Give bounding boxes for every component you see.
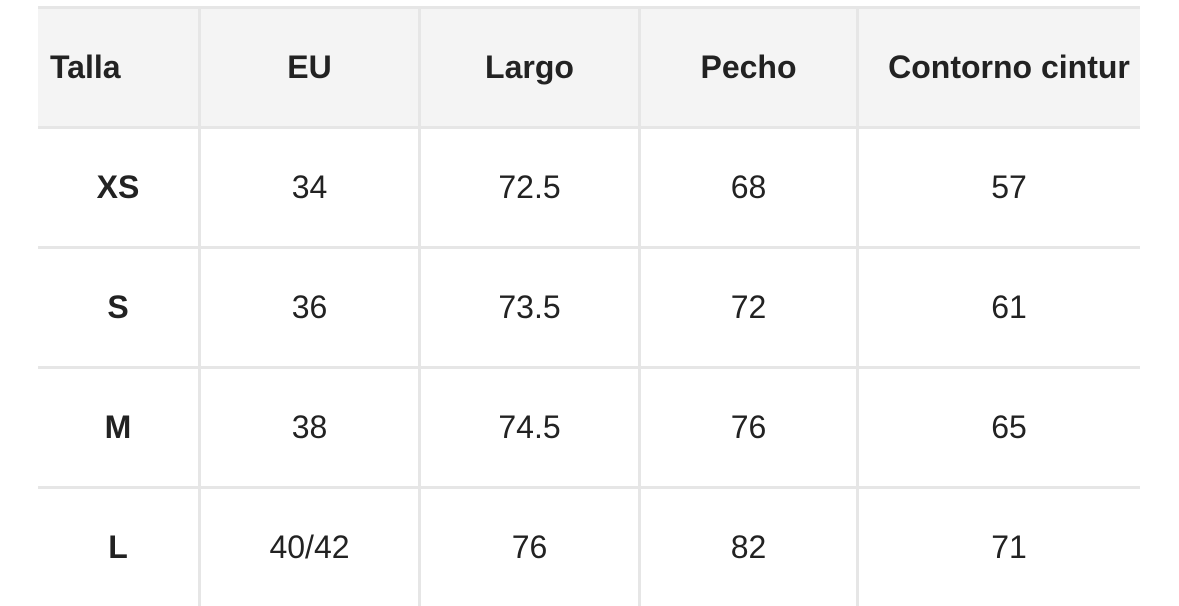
table-cell: 38 (201, 369, 418, 486)
row-header-size: S (38, 249, 198, 366)
table-cell: 36 (201, 249, 418, 366)
column-header: Contorno cintur (859, 9, 1140, 126)
table-cell: 76 (421, 489, 638, 606)
table-cell: 74.5 (421, 369, 638, 486)
table-cell: 34 (201, 129, 418, 246)
row-header-size: XS (38, 129, 198, 246)
column-header: Largo (421, 9, 638, 126)
column-header: Pecho (641, 9, 856, 126)
table-cell: 40/42 (201, 489, 418, 606)
table-cell: 61 (859, 249, 1140, 366)
table-cell: 68 (641, 129, 856, 246)
table-cell: 65 (859, 369, 1140, 486)
row-header-size: L (38, 489, 198, 606)
size-chart-grid: Talla EU Largo Pecho Contorno cintur XS 34 72.5… (38, 6, 1140, 606)
table-cell: 71 (859, 489, 1140, 606)
row-header-size: M (38, 369, 198, 486)
column-header: Talla (38, 9, 198, 126)
table-cell: 82 (641, 489, 856, 606)
table-cell: 73.5 (421, 249, 638, 366)
table-cell: 72 (641, 249, 856, 366)
table-cell: 57 (859, 129, 1140, 246)
table-cell: 76 (641, 369, 856, 486)
size-chart-table: Talla EU Largo Pecho Contorno cintur XS 34 72.5… (38, 6, 1140, 606)
table-cell: 72.5 (421, 129, 638, 246)
column-header: EU (201, 9, 418, 126)
